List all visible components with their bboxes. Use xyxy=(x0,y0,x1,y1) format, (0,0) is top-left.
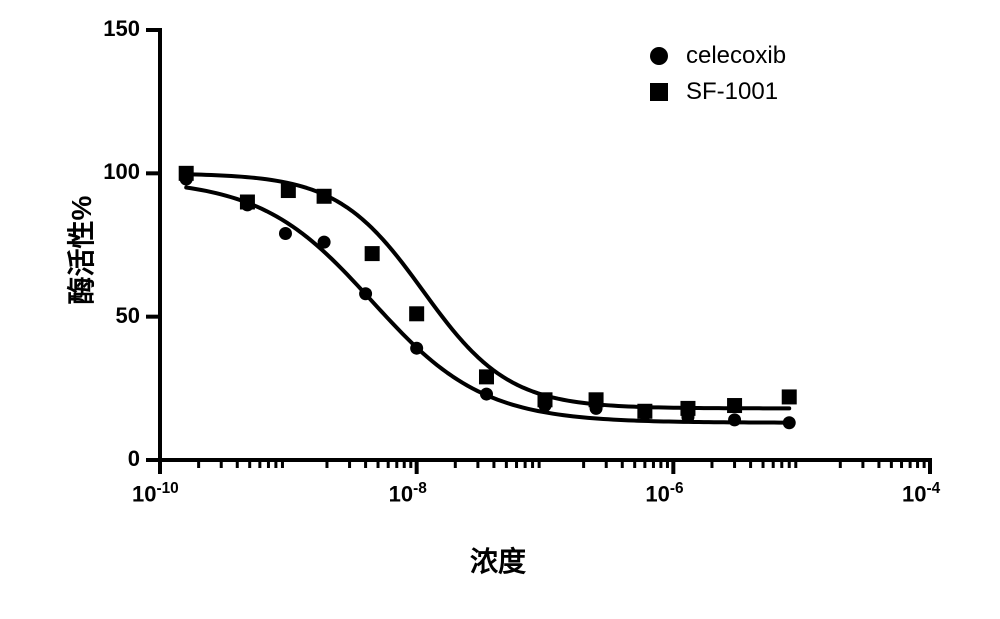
circle-marker-icon xyxy=(650,47,668,65)
legend-item-celecoxib: celecoxib xyxy=(650,42,786,70)
x-axis-label: 浓度 xyxy=(470,540,526,580)
dose-response-chart: 酶活性% 浓度 celecoxib SF-1001 10-10 10-8 10-6 1… xyxy=(0,0,1000,619)
square-marker-icon xyxy=(650,83,668,101)
legend-label: SF-1001 xyxy=(686,78,778,106)
y-axis-label: 酶活性% xyxy=(60,190,100,310)
legend-label: celecoxib xyxy=(686,42,786,70)
legend-item-sf1001: SF-1001 xyxy=(650,78,786,106)
y-tick-label: 0 xyxy=(128,446,140,472)
y-tick-label: 50 xyxy=(116,303,140,329)
x-tick-label: 10-6 xyxy=(645,480,683,507)
y-tick-label: 150 xyxy=(103,16,140,42)
y-tick-label: 100 xyxy=(103,159,140,185)
chart-svg xyxy=(0,0,1000,619)
x-tick-label: 10-10 xyxy=(132,480,179,507)
x-tick-label: 10-4 xyxy=(902,480,940,507)
legend: celecoxib SF-1001 xyxy=(650,42,786,114)
x-tick-label: 10-8 xyxy=(389,480,427,507)
